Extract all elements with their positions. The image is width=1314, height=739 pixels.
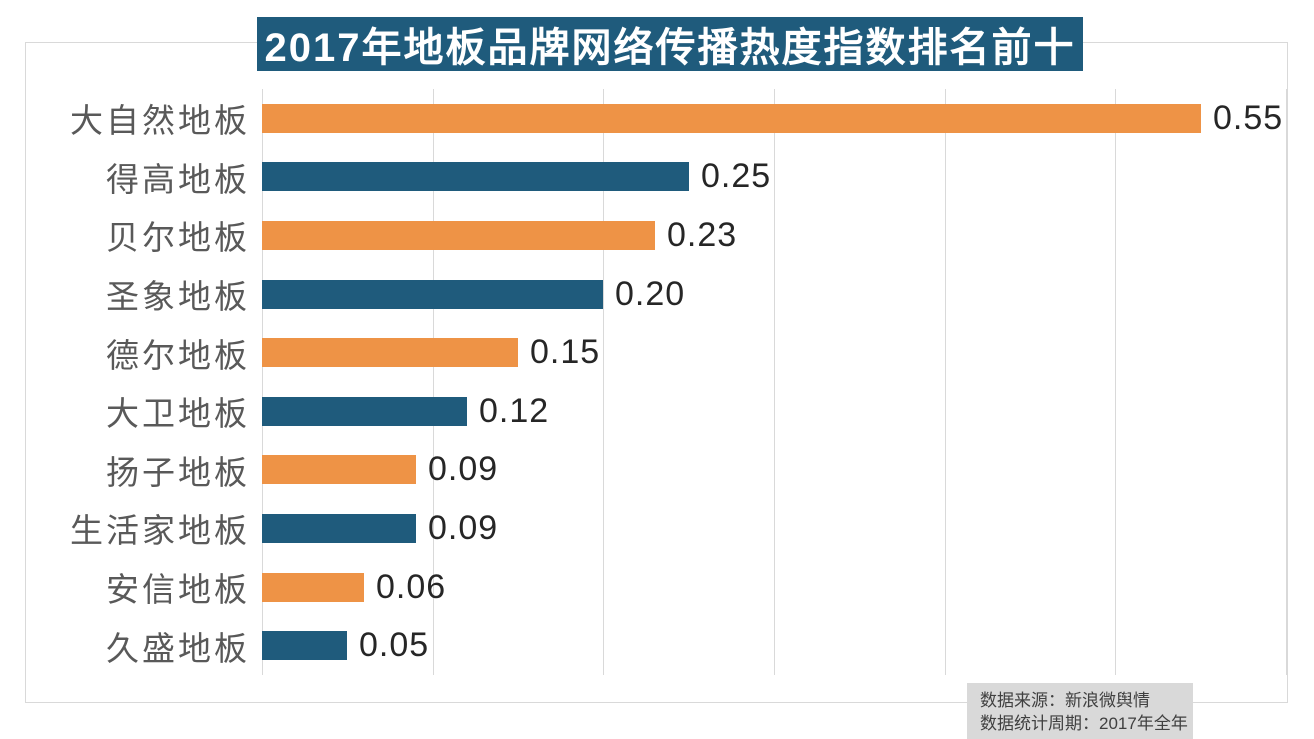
bar [262, 220, 655, 250]
bar-row: 生活家地板 0.09 [0, 499, 1314, 558]
axis-line [262, 89, 263, 675]
category-label: 生活家地板 [70, 512, 250, 550]
source-note: 数据来源：新浪微舆情 数据统计周期：2017年全年 [967, 683, 1193, 739]
category-label: 大卫地板 [106, 395, 250, 433]
source-note-line2: 数据统计周期：2017年全年 [980, 714, 1188, 733]
bar-row: 圣象地板 0.20 [0, 265, 1314, 324]
value-label: 0.20 [615, 274, 686, 313]
bar-row: 贝尔地板 0.23 [0, 206, 1314, 265]
category-label: 德尔地板 [106, 336, 250, 374]
category-label: 扬子地板 [106, 453, 250, 491]
value-label: 0.15 [530, 333, 601, 372]
bar [262, 396, 467, 426]
value-label: 0.25 [701, 157, 772, 196]
bar [262, 279, 603, 309]
category-label: 贝尔地板 [106, 219, 250, 257]
gridline [1286, 89, 1287, 675]
bar [262, 455, 416, 485]
category-label: 圣象地板 [106, 278, 250, 316]
bar-row: 大自然地板 0.55 [0, 89, 1314, 148]
bar-row: 得高地板 0.25 [0, 148, 1314, 207]
bar-row: 大卫地板 0.12 [0, 382, 1314, 441]
gridline [433, 89, 434, 675]
bar [262, 103, 1201, 133]
value-label: 0.06 [376, 567, 447, 606]
bar [262, 162, 689, 192]
value-label: 0.09 [428, 508, 499, 547]
chart-title: 2017年地板品牌网络传播热度指数排名前十 [264, 26, 1076, 70]
source-note-line1: 数据来源：新浪微舆情 [980, 691, 1150, 710]
value-label: 0.09 [428, 450, 499, 489]
value-label: 0.23 [667, 215, 738, 254]
gridline [1115, 89, 1116, 675]
chart-title-banner: 2017年地板品牌网络传播热度指数排名前十 [257, 17, 1083, 71]
gridline [603, 89, 604, 675]
value-label: 0.55 [1213, 98, 1284, 137]
value-label: 0.05 [359, 626, 430, 665]
bar-row: 安信地板 0.06 [0, 558, 1314, 617]
category-label: 久盛地板 [106, 629, 250, 667]
category-label: 大自然地板 [70, 102, 250, 140]
bar [262, 513, 416, 543]
gridline [945, 89, 946, 675]
bar-row: 德尔地板 0.15 [0, 323, 1314, 382]
bar-row: 扬子地板 0.09 [0, 441, 1314, 500]
bar [262, 338, 518, 368]
bar [262, 631, 347, 661]
bar [262, 572, 364, 602]
category-label: 得高地板 [106, 160, 250, 198]
bar-row: 久盛地板 0.05 [0, 616, 1314, 675]
category-label: 安信地板 [106, 571, 250, 609]
value-label: 0.12 [479, 391, 550, 430]
gridline [774, 89, 775, 675]
